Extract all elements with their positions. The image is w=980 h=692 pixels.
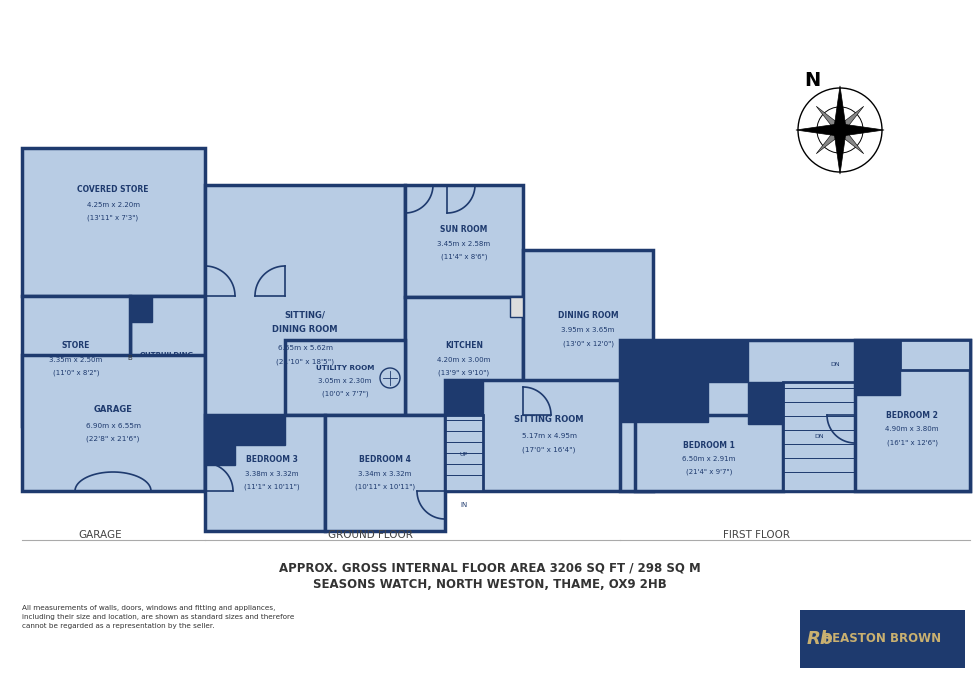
Text: GROUND FLOOR: GROUND FLOOR bbox=[327, 530, 413, 540]
Text: SUN ROOM: SUN ROOM bbox=[440, 226, 488, 235]
Text: (13'11" x 7'3"): (13'11" x 7'3") bbox=[87, 215, 138, 221]
Bar bbox=[445, 380, 483, 415]
Text: 6.90m x 6.55m: 6.90m x 6.55m bbox=[85, 423, 140, 429]
Text: SITTING ROOM: SITTING ROOM bbox=[514, 415, 584, 424]
Text: BEDROOM 3: BEDROOM 3 bbox=[246, 455, 298, 464]
Text: DN: DN bbox=[814, 435, 824, 439]
Bar bbox=[900, 340, 970, 370]
Text: BEDROOM 4: BEDROOM 4 bbox=[359, 455, 411, 464]
Text: All measurements of walls, doors, windows and fitting and appliances,
including : All measurements of walls, doors, window… bbox=[22, 605, 294, 629]
Bar bbox=[445, 380, 653, 491]
Text: 4.25m x 2.20m: 4.25m x 2.20m bbox=[86, 202, 139, 208]
Text: (16'1" x 12'6"): (16'1" x 12'6") bbox=[887, 439, 938, 446]
Polygon shape bbox=[834, 130, 847, 174]
Bar bbox=[405, 185, 523, 297]
Bar bbox=[22, 148, 205, 296]
Text: STORE: STORE bbox=[62, 340, 90, 349]
Text: DINING ROOM: DINING ROOM bbox=[272, 325, 338, 334]
Bar bbox=[325, 415, 445, 531]
Text: (13'9" x 9'10"): (13'9" x 9'10") bbox=[438, 370, 490, 376]
Text: GARAGE: GARAGE bbox=[78, 530, 122, 540]
Bar bbox=[510, 297, 523, 317]
Bar bbox=[783, 382, 855, 491]
Polygon shape bbox=[816, 127, 843, 154]
Bar bbox=[22, 296, 130, 426]
Bar bbox=[205, 415, 235, 465]
Text: B: B bbox=[127, 355, 132, 361]
Bar bbox=[748, 382, 783, 424]
Text: 5.17m x 4.95m: 5.17m x 4.95m bbox=[521, 433, 576, 439]
Text: REASTON BROWN: REASTON BROWN bbox=[823, 632, 941, 646]
Text: (10'11" x 10'11"): (10'11" x 10'11") bbox=[355, 484, 416, 490]
Text: 3.35m x 2.50m: 3.35m x 2.50m bbox=[49, 357, 103, 363]
Bar bbox=[523, 250, 653, 415]
Bar bbox=[130, 296, 152, 322]
Bar bbox=[22, 355, 205, 491]
Text: FIRST FLOOR: FIRST FLOOR bbox=[722, 530, 790, 540]
Bar bbox=[855, 340, 970, 491]
Text: DINING ROOM: DINING ROOM bbox=[558, 311, 618, 320]
Text: GARAGE: GARAGE bbox=[93, 406, 132, 415]
Text: UTILITY ROOM: UTILITY ROOM bbox=[316, 365, 374, 371]
Polygon shape bbox=[816, 107, 843, 133]
Text: (11'1" x 10'11"): (11'1" x 10'11") bbox=[244, 484, 300, 490]
Polygon shape bbox=[834, 86, 847, 130]
Polygon shape bbox=[796, 124, 840, 136]
Text: COVERED STORE: COVERED STORE bbox=[77, 185, 149, 194]
Text: 3.38m x 3.32m: 3.38m x 3.32m bbox=[245, 471, 299, 477]
Bar bbox=[205, 185, 405, 491]
Text: SEASONS WATCH, NORTH WESTON, THAME, OX9 2HB: SEASONS WATCH, NORTH WESTON, THAME, OX9 … bbox=[314, 579, 666, 592]
Text: N: N bbox=[804, 71, 820, 89]
Text: BEDROOM 1: BEDROOM 1 bbox=[683, 441, 735, 450]
Bar bbox=[800, 610, 965, 668]
Polygon shape bbox=[837, 127, 863, 154]
Text: 4.90m x 3.80m: 4.90m x 3.80m bbox=[885, 426, 939, 432]
Text: KITCHEN: KITCHEN bbox=[445, 340, 483, 349]
Text: SITTING/: SITTING/ bbox=[284, 311, 325, 320]
Bar bbox=[235, 415, 285, 445]
Bar bbox=[130, 296, 205, 426]
Text: OUTBUILDING: OUTBUILDING bbox=[140, 352, 194, 358]
Bar bbox=[405, 297, 523, 415]
Bar bbox=[285, 340, 405, 415]
Bar bbox=[620, 340, 970, 491]
Text: (10'0" x 7'7"): (10'0" x 7'7") bbox=[321, 391, 368, 397]
Bar bbox=[855, 340, 900, 395]
Text: 3.95m x 3.65m: 3.95m x 3.65m bbox=[562, 327, 614, 333]
Bar bbox=[708, 340, 748, 382]
Text: Rb: Rb bbox=[807, 630, 833, 648]
Text: 4.20m x 3.00m: 4.20m x 3.00m bbox=[437, 357, 491, 363]
Text: (11'4" x 8'6"): (11'4" x 8'6") bbox=[441, 254, 487, 260]
Text: 3.34m x 3.32m: 3.34m x 3.32m bbox=[359, 471, 412, 477]
Text: (13'0" x 12'0"): (13'0" x 12'0") bbox=[563, 340, 613, 347]
Text: (11'0" x 8'2"): (11'0" x 8'2") bbox=[53, 370, 99, 376]
Text: DN: DN bbox=[830, 363, 840, 367]
Text: UP: UP bbox=[460, 453, 468, 457]
Polygon shape bbox=[837, 107, 863, 133]
Text: (17'0" x 16'4"): (17'0" x 16'4") bbox=[522, 447, 575, 453]
Text: (21'10" x 18'5"): (21'10" x 18'5") bbox=[276, 358, 334, 365]
Polygon shape bbox=[840, 124, 884, 136]
Bar bbox=[620, 340, 708, 422]
Bar bbox=[445, 415, 483, 491]
Text: 6.50m x 2.91m: 6.50m x 2.91m bbox=[682, 456, 736, 462]
Text: 6.65m x 5.62m: 6.65m x 5.62m bbox=[277, 345, 332, 351]
Circle shape bbox=[831, 121, 850, 139]
Bar bbox=[635, 415, 783, 491]
Text: (22'8" x 21'6"): (22'8" x 21'6") bbox=[86, 436, 140, 442]
Text: (21'4" x 9'7"): (21'4" x 9'7") bbox=[686, 468, 732, 475]
Text: BEDROOM 2: BEDROOM 2 bbox=[886, 410, 938, 419]
Bar bbox=[205, 415, 325, 531]
Text: 3.45m x 2.58m: 3.45m x 2.58m bbox=[437, 241, 491, 247]
Text: 3.05m x 2.30m: 3.05m x 2.30m bbox=[318, 378, 371, 384]
Text: IN: IN bbox=[461, 502, 467, 508]
Text: APPROX. GROSS INTERNAL FLOOR AREA 3206 SQ FT / 298 SQ M: APPROX. GROSS INTERNAL FLOOR AREA 3206 S… bbox=[279, 561, 701, 574]
